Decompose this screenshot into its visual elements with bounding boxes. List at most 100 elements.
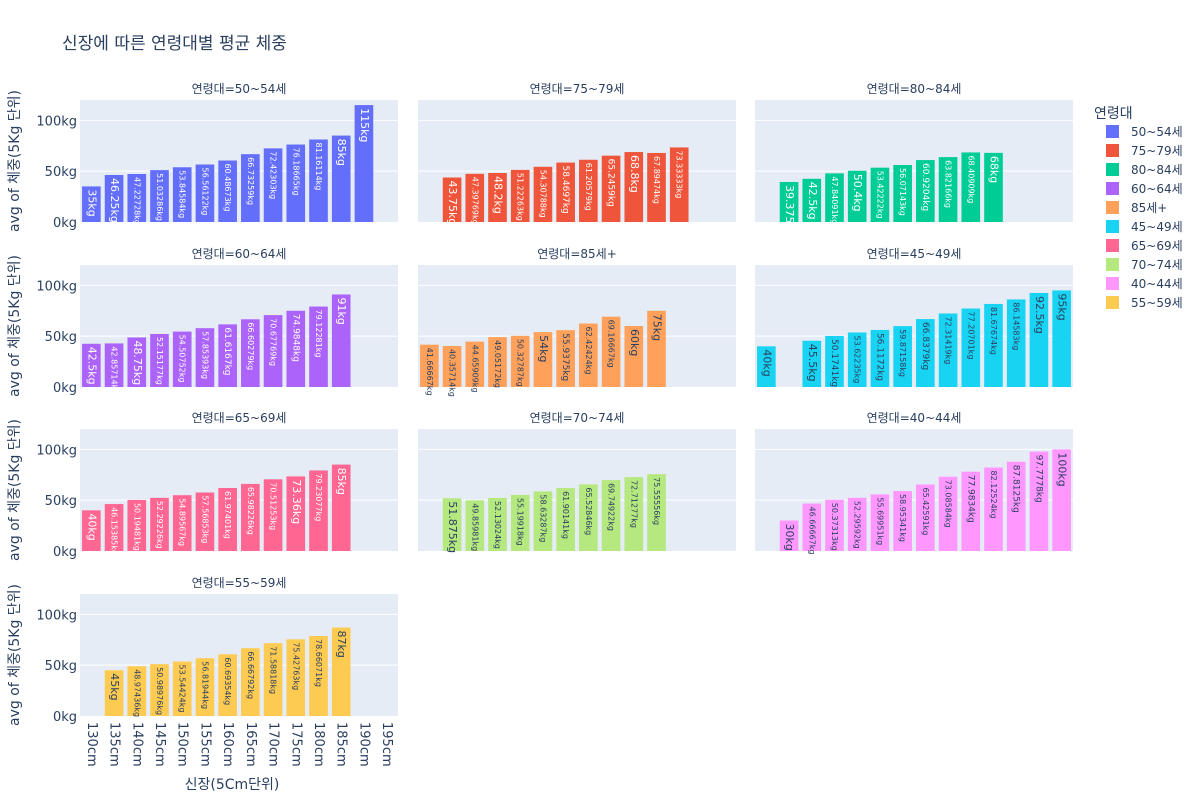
bar (442, 498, 462, 551)
bar (938, 157, 958, 222)
bar-value-label: 77.20701kg (966, 312, 975, 360)
bar-value-label: 55.9375kg (560, 333, 570, 381)
bar-value-label: 62.42424kg (584, 327, 593, 375)
facet-panel: 연령대=80~84세 39.375kg 42.5kg 47.84091kg 50.4kg… (755, 82, 1073, 237)
bar (488, 498, 507, 551)
bar-value-label: 72.31419kg (944, 316, 953, 364)
bar (195, 164, 215, 222)
legend-swatch[interactable] (1106, 163, 1119, 176)
bar (870, 329, 890, 387)
y-tick-label: 50kg (45, 494, 77, 509)
bar (916, 484, 935, 551)
y-axis-title: avg of 체중(5Kg 단위) (7, 419, 23, 561)
legend-item-label[interactable]: 60~64세 (1131, 182, 1183, 196)
bar-value-label: 50.37313kg (830, 503, 839, 551)
bar-value-label: 42.5kg (85, 347, 98, 385)
bar (218, 654, 237, 716)
legend-item-label[interactable]: 55~59세 (1131, 296, 1183, 310)
bar (916, 160, 935, 222)
bar-value-label: 76.18665kg (291, 148, 300, 196)
y-axis-title: avg of 체중(5Kg 단위) (7, 90, 23, 232)
bar-value-label: 45kg (108, 673, 121, 700)
x-axis-title: 신장(5Cm단위) (185, 777, 280, 793)
bar-value-label: 45.5kg (806, 344, 819, 382)
bar (601, 316, 621, 387)
bar (757, 346, 776, 387)
legend-item-label[interactable]: 80~84세 (1131, 163, 1183, 177)
bar-value-label: 35kg (85, 189, 98, 216)
bar-value-label: 69.16667kg (607, 320, 616, 368)
bar-value-label: 65.42591kg (921, 487, 930, 535)
bar-value-label: 72.42303kg (269, 151, 278, 199)
legend-item-label[interactable]: 40~44세 (1131, 277, 1183, 291)
bar-value-label: 56.56122kg (200, 168, 209, 216)
bar-value-label: 50.4kg (851, 174, 864, 212)
bar-value-label: 78.66071kg (314, 639, 323, 687)
bar (825, 335, 844, 387)
bar-value-label: 46.66667kg (807, 507, 816, 555)
legend-item-label[interactable]: 85세+ (1131, 201, 1167, 215)
bar-value-label: 47.22728kg (132, 177, 141, 225)
bar (82, 510, 101, 551)
bar (825, 173, 844, 222)
bar-value-label: 53.42222kg (875, 171, 884, 219)
legend-swatch[interactable] (1106, 277, 1119, 290)
legend: 연령대 50~54세 75~79세 80~84세 60~64세 85세+ 45~49세 65… (1094, 106, 1183, 310)
bar-value-label: 65.98226kg (246, 487, 255, 535)
bar (218, 160, 237, 222)
legend-swatch[interactable] (1106, 201, 1119, 214)
bar (309, 306, 328, 387)
bar-value-label: 49.05172kg (493, 340, 502, 388)
bar (870, 167, 890, 222)
bar-value-label: 69.74922kg (607, 483, 616, 531)
legend-swatch[interactable] (1106, 220, 1119, 233)
legend-item-label[interactable]: 50~54세 (1131, 125, 1183, 139)
legend-swatch[interactable] (1106, 239, 1119, 252)
bar (847, 332, 867, 387)
legend-item-label[interactable]: 45~49세 (1131, 220, 1183, 234)
legend-swatch[interactable] (1106, 258, 1119, 271)
bar-value-label: 54.50752kg (178, 335, 187, 383)
bar-value-label: 92.5kg (1033, 296, 1046, 334)
bar-value-label: 61.20579kg (584, 163, 593, 211)
facet-panel: 연령대=45~49세 40kg 45.5kg 50.1741kg 53.62235kg 5… (755, 247, 1073, 387)
y-tick-label: 0kg (53, 216, 77, 231)
bar-value-label: 40kg (85, 513, 98, 540)
bar-value-label: 75.55556kg (652, 477, 661, 525)
legend-swatch[interactable] (1106, 182, 1119, 195)
legend-item-label[interactable]: 75~79세 (1131, 144, 1183, 158)
bar (984, 467, 1003, 551)
bar-value-label: 50.1741kg (829, 339, 839, 387)
legend-swatch[interactable] (1106, 125, 1119, 138)
bar-value-label: 41.66667kg (425, 348, 434, 396)
bar (465, 500, 485, 551)
bar-value-label: 65.2459kg (606, 159, 616, 207)
bar-value-label: 50.32787kg (516, 339, 525, 387)
bar-value-label: 51.875kg (446, 501, 459, 553)
bar (802, 178, 822, 222)
bar (263, 315, 283, 387)
bar-value-label: 56.81944kg (200, 661, 209, 709)
bar-value-label: 48.2kg (492, 176, 505, 214)
legend-swatch[interactable] (1106, 144, 1119, 157)
bar (601, 155, 621, 222)
bar (893, 326, 912, 387)
bar (331, 627, 351, 716)
legend-item-label[interactable]: 65~69세 (1131, 239, 1183, 253)
x-tick-label: 150cm (175, 722, 190, 767)
facet-title: 연령대=45~49세 (867, 247, 962, 261)
facet-panel: 연령대=55~59세 0kg 50kg 100kg avg of 체중(5Kg 단위) 4… (7, 576, 398, 767)
bar (442, 177, 462, 222)
x-tick-label: 170cm (266, 722, 281, 767)
bar-value-label: 66.8379kg (920, 322, 930, 370)
y-tick-label: 50kg (45, 330, 77, 345)
bar (870, 494, 890, 551)
legend-swatch[interactable] (1106, 296, 1119, 309)
bar-value-label: 81.67674kg (989, 307, 998, 355)
bar-value-label: 49.85981kg (470, 503, 479, 551)
bar (624, 477, 644, 551)
bar (510, 335, 530, 387)
legend-item-label[interactable]: 70~74세 (1131, 258, 1183, 272)
bar-value-label: 55.69951kg (875, 497, 884, 545)
